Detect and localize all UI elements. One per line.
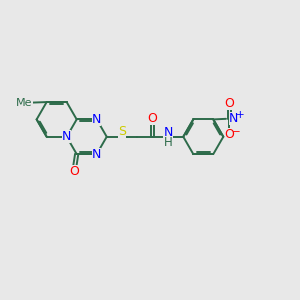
Text: O: O <box>148 112 158 125</box>
Text: S: S <box>118 125 126 138</box>
Text: −: − <box>232 127 240 137</box>
Text: O: O <box>225 97 234 110</box>
Text: O: O <box>225 128 234 141</box>
Text: +: + <box>236 110 244 120</box>
Text: N: N <box>92 148 101 160</box>
Text: N: N <box>62 130 71 143</box>
Text: N: N <box>163 126 172 139</box>
Text: Me: Me <box>16 98 33 108</box>
Text: N: N <box>92 113 101 126</box>
Text: N: N <box>229 112 238 125</box>
Text: H: H <box>164 136 172 148</box>
Text: O: O <box>69 165 79 178</box>
